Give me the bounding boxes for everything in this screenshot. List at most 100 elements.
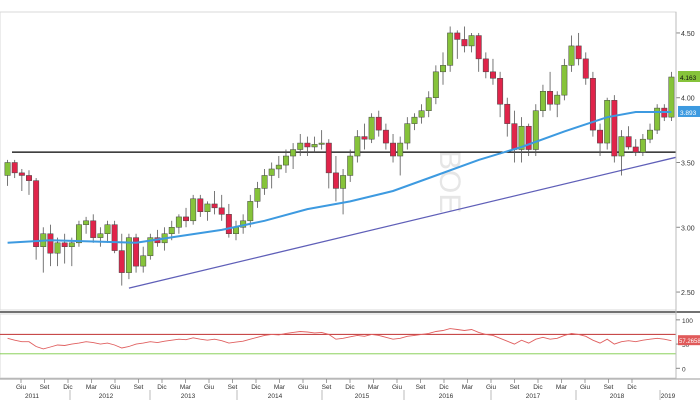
x-year-label: 2013 bbox=[181, 393, 196, 400]
x-month-label: Mar bbox=[368, 384, 380, 391]
axis-layer: 2.50 3.00 3.50 4.00 4.50 4.163 3.893 100 50 0 57.2… bbox=[0, 12, 700, 400]
candle-down bbox=[11, 162, 18, 174]
candle-down bbox=[504, 103, 511, 124]
candle-up bbox=[340, 175, 347, 189]
rsi-value-label: 57.2658 bbox=[679, 339, 700, 345]
x-month-label: Dic bbox=[439, 384, 449, 391]
x-month-label: Mar bbox=[556, 384, 568, 391]
last-price-label: 4.163 bbox=[680, 75, 697, 82]
candle-down bbox=[361, 136, 368, 140]
candle-down bbox=[382, 129, 389, 144]
candle-down bbox=[133, 237, 140, 267]
candle-up bbox=[418, 110, 425, 118]
y-tick-label: 3.00 bbox=[681, 225, 695, 232]
candle-up bbox=[268, 168, 275, 176]
x-year-label: 2016 bbox=[439, 393, 454, 400]
candle-up bbox=[425, 97, 432, 111]
candle-up bbox=[468, 35, 475, 47]
x-year-label: 2012 bbox=[99, 393, 114, 400]
candle-down bbox=[625, 136, 632, 148]
candle-up bbox=[604, 100, 611, 144]
candle-up bbox=[318, 142, 325, 145]
x-month-label: Dic bbox=[157, 384, 167, 391]
candle-down bbox=[332, 172, 339, 189]
candle-up bbox=[290, 149, 297, 157]
candle-up bbox=[283, 155, 289, 166]
candle-down bbox=[454, 32, 461, 40]
rsi-value-tag bbox=[678, 335, 700, 346]
candle-up bbox=[518, 125, 525, 150]
x-month-label: Set bbox=[416, 384, 426, 391]
rsi-layer bbox=[0, 328, 676, 355]
candle-down bbox=[218, 207, 225, 215]
x-month-label: Set bbox=[134, 384, 144, 391]
candle-down bbox=[33, 180, 40, 247]
candle-up bbox=[275, 164, 282, 170]
candle-up bbox=[561, 65, 568, 96]
candle-up bbox=[204, 203, 211, 212]
x-month-label: Mar bbox=[180, 384, 192, 391]
candle-down bbox=[632, 146, 639, 153]
candle-down bbox=[211, 203, 218, 209]
candle-up bbox=[554, 94, 561, 105]
candle-down bbox=[461, 39, 468, 47]
y-tick-label: 4.00 bbox=[681, 96, 695, 103]
ma-price-tag bbox=[678, 105, 700, 117]
candle-up bbox=[4, 162, 11, 176]
candle-up bbox=[147, 237, 154, 257]
x-month-label: Dic bbox=[533, 384, 543, 391]
x-month-label: Dic bbox=[627, 384, 637, 391]
x-month-label: Giu bbox=[298, 384, 309, 391]
x-month-label: Dic bbox=[251, 384, 261, 391]
candle-down bbox=[475, 35, 482, 60]
x-year-label: 2015 bbox=[355, 393, 370, 400]
candle-down bbox=[225, 214, 232, 234]
rsi-tick-label: 0 bbox=[682, 366, 686, 373]
y-tick-label: 3.50 bbox=[681, 161, 695, 168]
candle-up bbox=[368, 116, 375, 140]
ma-price-label: 3.893 bbox=[680, 110, 697, 117]
candle-up bbox=[647, 129, 653, 140]
candle-up bbox=[68, 242, 75, 247]
candle-up bbox=[618, 136, 625, 157]
last-price-tag bbox=[678, 71, 700, 82]
candle-up bbox=[440, 65, 446, 73]
y-tick-label: 2.50 bbox=[681, 290, 695, 297]
candle-up bbox=[539, 91, 546, 111]
x-year-label: 2017 bbox=[526, 393, 541, 400]
trendline bbox=[128, 156, 677, 289]
candle-up bbox=[97, 233, 104, 238]
x-month-label: Giu bbox=[392, 384, 403, 391]
candle-down bbox=[18, 172, 25, 176]
candle-up bbox=[83, 220, 90, 225]
candle-up bbox=[432, 71, 439, 98]
x-month-label: Mar bbox=[86, 384, 98, 391]
x-month-label: Giu bbox=[486, 384, 497, 391]
x-year-label: 2019 bbox=[661, 393, 676, 400]
candle-up bbox=[568, 45, 575, 66]
candle-up bbox=[247, 201, 254, 222]
candle-down bbox=[61, 242, 68, 247]
x-year-label: 2014 bbox=[268, 393, 283, 400]
y-tick-label: 4.50 bbox=[681, 31, 695, 38]
candle-up bbox=[254, 188, 261, 202]
candle-down bbox=[497, 78, 504, 105]
candle-down bbox=[47, 233, 54, 254]
x-month-label: Set bbox=[510, 384, 520, 391]
candle-down bbox=[325, 142, 332, 174]
candle-down bbox=[582, 58, 589, 79]
candle-down bbox=[597, 129, 604, 144]
candle-up bbox=[447, 32, 454, 66]
candle-up bbox=[75, 224, 82, 244]
candle-down bbox=[390, 142, 396, 157]
x-month-label: Giu bbox=[110, 384, 121, 391]
x-year-label: 2011 bbox=[25, 393, 39, 400]
candle-up bbox=[347, 155, 354, 176]
candle-up bbox=[190, 198, 197, 222]
candle-up bbox=[654, 107, 661, 131]
x-month-label: Giu bbox=[204, 384, 215, 391]
candle-down bbox=[547, 91, 554, 105]
candle-down bbox=[375, 116, 382, 131]
